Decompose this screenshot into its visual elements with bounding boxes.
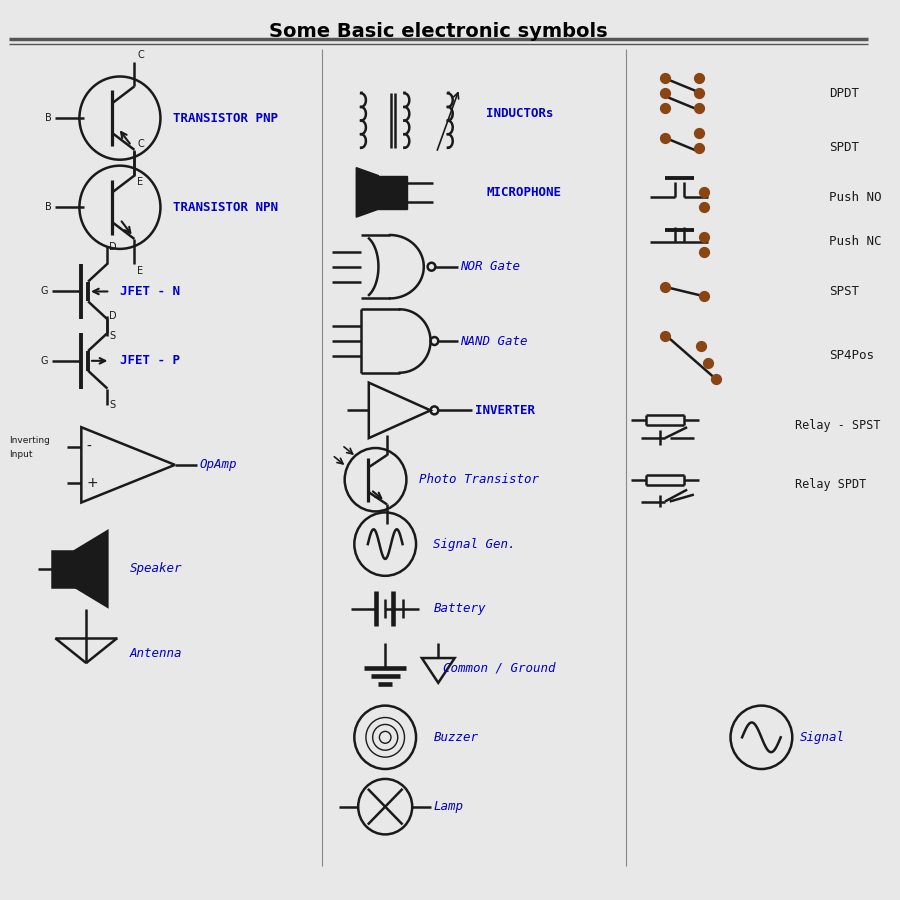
Text: INVERTER: INVERTER xyxy=(475,404,535,417)
Text: JFET - P: JFET - P xyxy=(120,355,180,367)
Text: +: + xyxy=(86,476,98,490)
Text: Common / Ground: Common / Ground xyxy=(443,662,555,674)
Point xyxy=(697,289,711,303)
Point xyxy=(697,200,711,214)
Text: E: E xyxy=(138,266,143,275)
Point xyxy=(701,356,716,370)
Text: B: B xyxy=(45,202,52,212)
Point xyxy=(658,130,672,145)
Text: Some Basic electronic symbols: Some Basic electronic symbols xyxy=(269,22,608,41)
Text: SP4Pos: SP4Pos xyxy=(829,349,874,363)
Text: Signal Gen.: Signal Gen. xyxy=(434,537,516,551)
Text: S: S xyxy=(109,400,115,410)
Text: C: C xyxy=(138,50,144,59)
Text: G: G xyxy=(40,286,49,296)
Text: D: D xyxy=(109,242,117,252)
Text: TRANSISTOR PNP: TRANSISTOR PNP xyxy=(173,112,278,124)
Text: Antenna: Antenna xyxy=(130,646,182,660)
Text: JFET - N: JFET - N xyxy=(120,285,180,298)
Point xyxy=(691,140,706,155)
Text: SPDT: SPDT xyxy=(829,141,859,154)
Point xyxy=(697,230,711,244)
Text: C: C xyxy=(138,139,144,148)
Text: D: D xyxy=(109,311,117,321)
Text: -: - xyxy=(86,440,91,454)
Text: Signal: Signal xyxy=(800,731,845,743)
Point xyxy=(658,71,672,86)
Point xyxy=(709,372,724,386)
Text: NOR Gate: NOR Gate xyxy=(461,260,520,274)
Text: Photo Transistor: Photo Transistor xyxy=(419,473,539,486)
Text: NAND Gate: NAND Gate xyxy=(461,335,528,347)
Text: B: B xyxy=(45,113,52,123)
Point xyxy=(691,86,706,101)
Point xyxy=(691,126,706,140)
Text: E: E xyxy=(138,176,143,186)
Point xyxy=(658,101,672,115)
Text: Push NC: Push NC xyxy=(829,236,881,248)
Text: G: G xyxy=(40,356,49,365)
Text: Input: Input xyxy=(9,451,32,460)
Polygon shape xyxy=(75,531,107,607)
Text: Speaker: Speaker xyxy=(130,562,182,575)
Point xyxy=(658,86,672,101)
Point xyxy=(658,279,672,293)
Text: Lamp: Lamp xyxy=(434,800,464,814)
Point xyxy=(658,328,672,343)
Point xyxy=(691,71,706,86)
Text: INDUCTORs: INDUCTORs xyxy=(487,106,554,120)
Text: Push NO: Push NO xyxy=(829,191,881,204)
Text: Inverting: Inverting xyxy=(9,436,50,445)
Text: DPDT: DPDT xyxy=(829,86,859,100)
Polygon shape xyxy=(52,551,75,587)
Point xyxy=(691,101,706,115)
Point xyxy=(693,338,707,353)
Text: Buzzer: Buzzer xyxy=(434,731,479,743)
Text: Relay - SPST: Relay - SPST xyxy=(796,418,881,432)
Text: TRANSISTOR NPN: TRANSISTOR NPN xyxy=(173,201,278,214)
Text: S: S xyxy=(109,331,115,341)
Text: MICROPHONE: MICROPHONE xyxy=(487,186,562,199)
Text: OpAmp: OpAmp xyxy=(200,458,238,472)
Text: SPST: SPST xyxy=(829,285,859,298)
Point xyxy=(697,245,711,259)
Polygon shape xyxy=(378,176,408,210)
Text: Relay SPDT: Relay SPDT xyxy=(796,478,867,491)
Point xyxy=(697,185,711,200)
Text: Battery: Battery xyxy=(434,602,486,615)
Polygon shape xyxy=(356,167,378,217)
